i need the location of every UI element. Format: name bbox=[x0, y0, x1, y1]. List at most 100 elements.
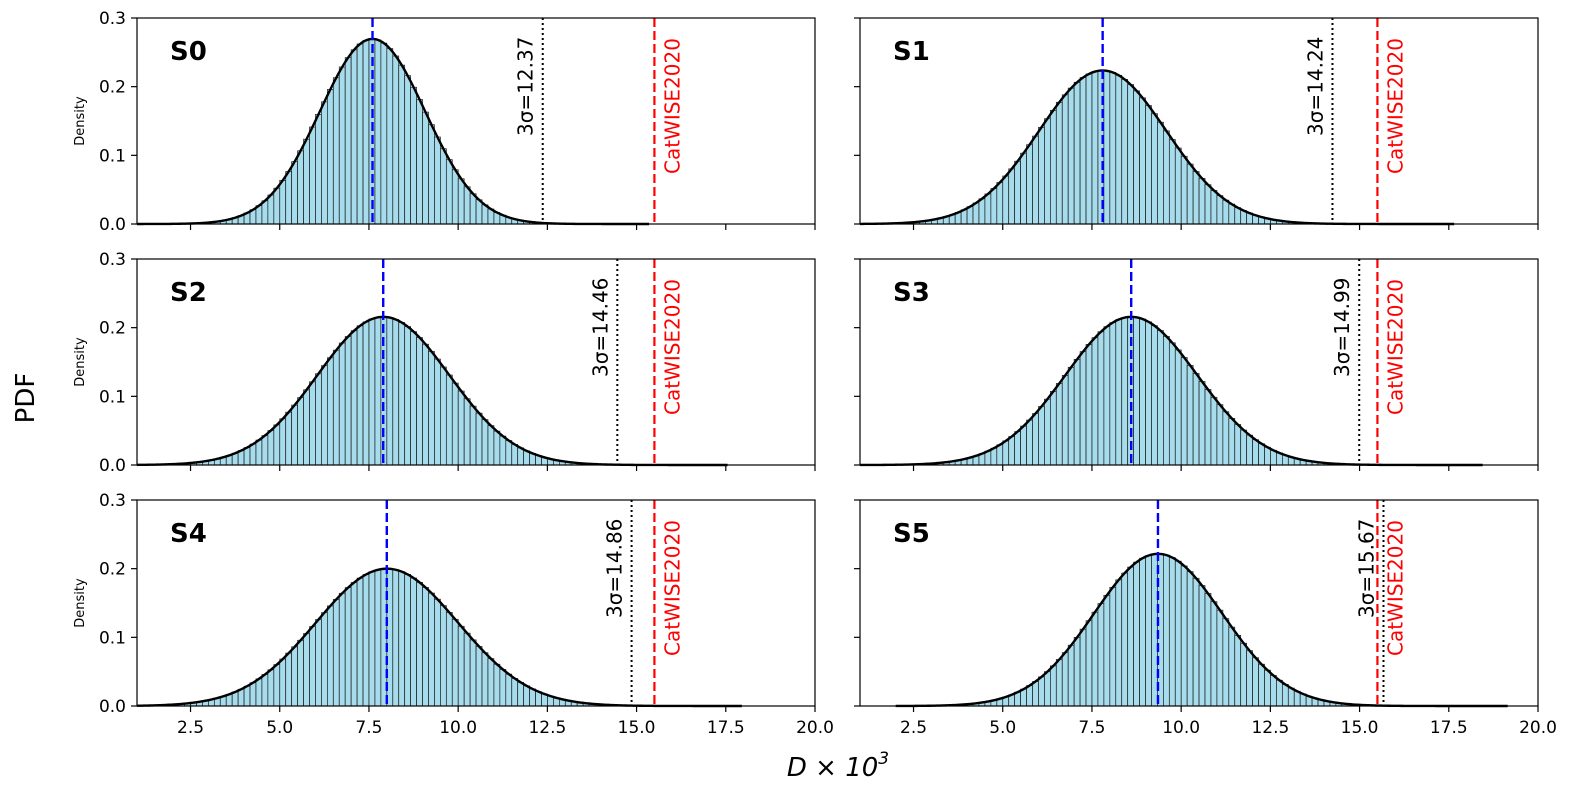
histogram-bar bbox=[1008, 168, 1016, 225]
y-tick-label: 0.2 bbox=[99, 560, 126, 580]
histogram-bar bbox=[243, 685, 251, 707]
histogram-bar bbox=[481, 652, 489, 707]
histogram-bar bbox=[1103, 594, 1111, 707]
histogram-bar bbox=[469, 639, 477, 707]
catwise-label: CatWISE2020 bbox=[1383, 38, 1407, 174]
axes-frame bbox=[136, 17, 816, 225]
catwise-label: CatWISE2020 bbox=[1383, 279, 1407, 415]
histogram-bar bbox=[1198, 178, 1206, 225]
histogram-bar bbox=[291, 161, 298, 225]
histogram-bar bbox=[1049, 665, 1057, 707]
histogram-bar bbox=[267, 430, 275, 466]
histogram-bar bbox=[996, 182, 1004, 225]
x-tick-label: 15.0 bbox=[1341, 718, 1379, 738]
panel-s2: 3σ=14.46 CatWISE2020 S2 0.0 0.1 0.2 0.3 Density bbox=[73, 250, 816, 476]
histogram-bar bbox=[1002, 440, 1010, 466]
histogram-bar bbox=[338, 66, 346, 225]
histogram-bar bbox=[344, 336, 352, 466]
x-tick-label: 5.0 bbox=[989, 718, 1016, 738]
histogram-bar bbox=[463, 186, 471, 225]
histogram-bar bbox=[1079, 351, 1087, 466]
histogram-bar bbox=[362, 39, 370, 225]
histogram-bar bbox=[303, 633, 310, 707]
histogram-bar bbox=[404, 574, 411, 707]
histogram-bar bbox=[1228, 626, 1236, 707]
histogram-bar bbox=[398, 64, 406, 225]
histogram-bar bbox=[1055, 383, 1063, 466]
histogram-bar bbox=[1168, 557, 1176, 707]
histogram-bar bbox=[1008, 436, 1016, 466]
histogram-bar bbox=[1109, 322, 1117, 466]
histogram-bar bbox=[1097, 331, 1105, 466]
histogram-bar bbox=[416, 337, 423, 466]
histogram-bar bbox=[1032, 681, 1039, 707]
y-tick-label: 0.0 bbox=[99, 456, 126, 476]
histogram-bar bbox=[398, 322, 406, 466]
histogram-bar bbox=[1228, 203, 1236, 225]
histogram-bar bbox=[309, 626, 316, 707]
figure-xlabel-exponent: 3 bbox=[878, 749, 889, 769]
histogram-bar bbox=[487, 425, 495, 466]
histogram-bar bbox=[475, 199, 483, 225]
histogram-bar bbox=[1109, 586, 1117, 707]
histogram-bar bbox=[1157, 330, 1164, 466]
histogram-bar bbox=[1038, 676, 1045, 707]
histogram-bar bbox=[332, 349, 340, 466]
histogram-bar bbox=[972, 202, 980, 225]
axes-frame bbox=[136, 258, 816, 466]
histogram-bar bbox=[1038, 127, 1045, 225]
panel-title: S0 bbox=[170, 37, 207, 67]
histogram-bar bbox=[523, 685, 530, 707]
histogram-bar bbox=[1097, 603, 1105, 707]
subplot-ylabel: Density bbox=[73, 96, 88, 146]
histogram-bar bbox=[1258, 663, 1265, 707]
histogram-bar bbox=[457, 390, 465, 466]
three-sigma-label: 3σ=14.99 bbox=[1330, 278, 1354, 377]
histogram-bar bbox=[1032, 135, 1039, 225]
x-tick-label: 17.5 bbox=[1430, 718, 1468, 738]
histogram-bar bbox=[315, 373, 322, 466]
histogram-bar bbox=[273, 187, 281, 225]
histogram-bar bbox=[321, 365, 328, 466]
histogram-bar bbox=[1145, 321, 1152, 466]
histogram-bar bbox=[1133, 316, 1140, 466]
histogram-bar bbox=[1186, 365, 1194, 466]
subplot-ylabel: Density bbox=[73, 337, 88, 387]
histogram-bar bbox=[428, 351, 435, 466]
histogram-bar bbox=[469, 405, 477, 466]
histogram-bar bbox=[380, 42, 388, 225]
histogram-bar bbox=[1174, 560, 1182, 707]
histogram-bar bbox=[1210, 190, 1218, 225]
histogram-bar bbox=[1067, 644, 1075, 707]
histogram-bar bbox=[1174, 147, 1182, 225]
histogram-bar bbox=[428, 124, 435, 225]
panel-title: S5 bbox=[893, 519, 930, 549]
histogram-bar bbox=[1085, 344, 1093, 466]
x-tick-label: 10.0 bbox=[439, 718, 477, 738]
histogram-bar bbox=[1240, 429, 1248, 466]
histogram-bar bbox=[1103, 326, 1111, 466]
histogram-bar bbox=[368, 571, 376, 707]
histogram-bar bbox=[440, 148, 447, 225]
histogram-bar bbox=[1109, 72, 1117, 225]
panel-title: S2 bbox=[170, 278, 207, 308]
histogram-bar bbox=[451, 618, 459, 707]
histogram-bar bbox=[1287, 687, 1295, 707]
histogram-bar bbox=[315, 114, 322, 225]
histogram-bar bbox=[1222, 618, 1230, 707]
catwise-label: CatWISE2020 bbox=[660, 38, 684, 174]
histogram-bar bbox=[1145, 555, 1152, 707]
three-sigma-label: 3σ=14.86 bbox=[603, 519, 627, 618]
histogram-bar bbox=[1264, 446, 1271, 466]
y-tick-label: 0.1 bbox=[99, 628, 126, 648]
histogram-bar bbox=[404, 75, 411, 225]
histogram-bar bbox=[440, 366, 447, 466]
histogram-bar bbox=[1163, 335, 1170, 466]
histogram-bar bbox=[249, 443, 257, 466]
histogram-bar bbox=[1157, 121, 1164, 225]
y-tick-label: 0.0 bbox=[99, 215, 126, 235]
y-tick-label: 0.1 bbox=[99, 387, 126, 407]
histogram-bar bbox=[1133, 561, 1140, 707]
histogram-bar bbox=[1026, 144, 1033, 225]
histogram-bar bbox=[1061, 375, 1069, 466]
